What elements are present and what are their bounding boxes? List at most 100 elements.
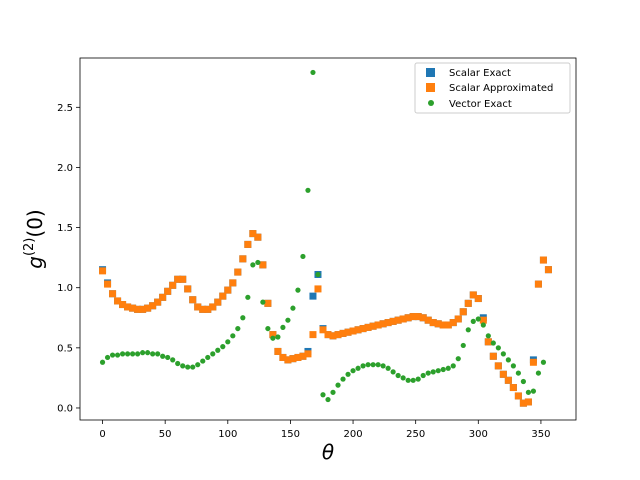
point-s1-9	[144, 304, 152, 312]
point-s2-63	[415, 376, 421, 382]
point-s2-8	[140, 350, 146, 356]
point-s2-20	[200, 358, 206, 364]
point-s2-66	[430, 369, 436, 375]
point-s1-34	[269, 331, 277, 339]
point-s1-12	[159, 293, 167, 301]
point-s2-19	[195, 362, 201, 368]
point-s2-0	[99, 359, 106, 365]
point-s2-44	[320, 392, 326, 398]
data-marks	[99, 69, 552, 407]
y-tick-label-2.5: 2.5	[57, 103, 73, 114]
point-s1-35	[274, 347, 282, 355]
point-s1-46	[329, 332, 337, 340]
point-s1-39	[294, 353, 302, 361]
point-s2-1	[104, 354, 111, 361]
point-s2-26	[230, 333, 236, 339]
axes: 0 50 100 150 200 250 300 350 0.0 0.5 1.0 1.5 2.0 2.5	[57, 103, 550, 440]
point-s2-52	[360, 363, 366, 369]
point-s2-42	[310, 69, 316, 76]
point-s1-43	[314, 285, 322, 293]
point-s1-78	[489, 352, 497, 360]
point-s1-48	[339, 329, 347, 337]
point-s1-61	[404, 314, 412, 322]
point-s2-84	[520, 378, 526, 385]
point-s2-28	[240, 315, 246, 321]
point-s2-58	[390, 369, 396, 375]
point-s1-71	[454, 315, 462, 323]
point-s2-81	[505, 357, 511, 363]
point-s2-15	[175, 360, 181, 367]
point-s1-70	[449, 319, 457, 327]
point-s1-52	[359, 325, 367, 333]
legend-label-scalar-approximated: Scalar Approximated	[449, 83, 553, 94]
point-s1-50	[349, 327, 357, 335]
point-s1-53	[364, 323, 372, 331]
point-s1-8	[139, 305, 147, 313]
point-s1-14	[169, 281, 177, 289]
x-tick-label-150: 150	[281, 429, 300, 440]
point-s2-51	[355, 365, 361, 371]
y-axis-label: g(2)(0)	[22, 209, 47, 268]
point-s2-32	[260, 299, 266, 305]
point-s1-25	[224, 286, 232, 294]
x-tick-label-0: 0	[99, 429, 105, 440]
point-s1-89	[544, 266, 552, 274]
point-s2-12	[160, 353, 166, 359]
x-tick-label-350: 350	[531, 429, 550, 440]
point-s1-0	[99, 267, 107, 275]
point-s2-13	[165, 354, 171, 361]
point-s1-60	[399, 315, 407, 323]
series-scalar-approximated	[99, 230, 552, 407]
point-s2-60	[400, 375, 406, 381]
point-s2-49	[345, 371, 351, 377]
point-s1-64	[419, 314, 427, 322]
y-axis-label-rest: (0)	[23, 209, 47, 237]
point-s2-69	[445, 365, 451, 371]
point-s2-53	[365, 362, 371, 368]
y-tick-label-2.0: 2.0	[57, 163, 73, 174]
point-s2-10	[150, 351, 156, 357]
point-s1-76	[479, 316, 487, 324]
point-s1-20	[199, 305, 207, 313]
point-s2-70	[450, 363, 456, 369]
x-tick-label-300: 300	[469, 429, 488, 440]
point-s2-31	[255, 259, 261, 266]
point-s1-42	[309, 331, 317, 339]
point-s2-68	[440, 366, 446, 373]
point-s1-40	[299, 352, 307, 360]
point-s1-68	[439, 321, 447, 329]
point-s2-79	[495, 345, 501, 351]
point-s2-37	[285, 317, 291, 323]
point-s1-36	[279, 353, 287, 361]
point-s1-29	[244, 240, 252, 248]
point-s2-5	[124, 351, 131, 357]
point-s1-83	[514, 392, 522, 400]
point-s2-35	[275, 334, 281, 340]
point-s2-33	[265, 325, 271, 332]
point-s2-40	[300, 253, 306, 260]
y-axis-label-base: g	[23, 256, 47, 269]
point-s2-87	[535, 370, 542, 376]
point-s2-54	[370, 362, 376, 368]
legend-frame	[414, 62, 571, 114]
point-s2-80	[500, 351, 506, 357]
point-s2-43	[315, 271, 321, 278]
point-s1-81	[504, 376, 512, 384]
point-s2-72	[460, 342, 466, 349]
point-s1-57	[384, 319, 392, 327]
point-s2-73	[465, 327, 471, 333]
point-s1-72	[459, 308, 467, 316]
point-s2-56	[380, 363, 386, 369]
point-s2-11	[155, 351, 161, 357]
point-s1-63	[414, 313, 422, 321]
legend-marker-vector-exact	[428, 100, 434, 106]
point-s1-79	[494, 362, 502, 370]
legend-marker-scalar-exact	[426, 68, 435, 77]
point-s1-66	[429, 319, 437, 327]
point-s1-84	[519, 399, 527, 407]
point-s1-5	[124, 303, 132, 311]
point-s2-82	[510, 363, 516, 369]
point-s1-65	[424, 316, 432, 324]
point-s2-16	[180, 363, 186, 369]
